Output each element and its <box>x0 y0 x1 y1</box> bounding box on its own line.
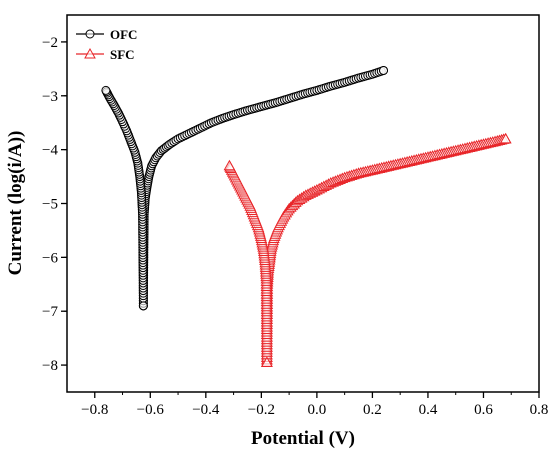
legend-entry-ofc: OFC <box>76 27 137 42</box>
x-tick-label: 0.2 <box>363 402 382 418</box>
x-tick-label: −0.6 <box>137 402 165 418</box>
x-tick-label: 0.8 <box>530 402 549 418</box>
y-axis-title: Current (log(i/A)) <box>5 131 26 276</box>
y-tick-label: −6 <box>42 250 58 266</box>
x-axis: −0.8 −0.6 −0.4 −0.2 0.0 0.2 0.4 0.6 0.8 <box>81 392 548 418</box>
data-point <box>138 301 148 311</box>
data-point <box>499 132 512 144</box>
data-point <box>101 85 111 95</box>
x-tick-label: −0.8 <box>81 402 108 418</box>
legend: OFC SFC <box>76 27 137 62</box>
legend-label: OFC <box>110 27 137 42</box>
x-tick-label: −0.4 <box>192 402 220 418</box>
data-point <box>379 65 389 75</box>
y-axis: −8 −7 −6 −5 −4 −3 −2 <box>42 35 67 374</box>
data-point <box>223 159 236 171</box>
series-layer <box>101 65 512 367</box>
data-point <box>261 356 273 367</box>
legend-label: SFC <box>110 47 135 62</box>
y-tick-label: −7 <box>42 304 58 320</box>
x-tick-label: 0.0 <box>308 402 327 418</box>
y-tick-label: −8 <box>42 358 58 374</box>
legend-entry-sfc: SFC <box>76 47 135 62</box>
series-sfc <box>223 132 512 367</box>
x-tick-label: 0.4 <box>419 402 438 418</box>
x-axis-title: Potential (V) <box>251 428 355 449</box>
y-tick-label: −2 <box>42 35 58 51</box>
y-tick-label: −4 <box>42 143 58 159</box>
y-tick-label: −5 <box>42 197 58 213</box>
x-tick-label: −0.2 <box>248 402 275 418</box>
x-tick-label: 0.6 <box>474 402 493 418</box>
series-ofc <box>101 65 389 311</box>
y-tick-label: −3 <box>42 89 58 105</box>
legend-marker <box>85 29 95 39</box>
legend-marker <box>84 47 96 59</box>
